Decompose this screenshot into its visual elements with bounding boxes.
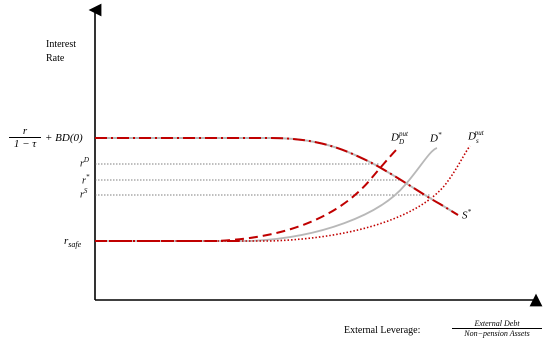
tick-rD-base: r: [80, 158, 84, 170]
label-D-star-base: D: [430, 132, 438, 145]
y-axis-title-line1: Interest: [46, 39, 76, 50]
label-D-D-put-base: D: [391, 131, 399, 144]
x-axis-title-prefix: External Leverage:: [344, 325, 421, 336]
label-D-s-put-base: D: [468, 130, 476, 143]
tick-rsafe-sub: safe: [68, 240, 82, 250]
tick-rsafe: rsafe: [64, 235, 81, 250]
label-D-star: D*: [430, 131, 442, 145]
x-axis-title: External Leverage: External Debt Non−pen…: [344, 317, 544, 347]
tick-rD: rD: [80, 156, 89, 170]
label-S-star-sup: *: [467, 208, 472, 216]
y-axis-title: Interest Rate: [46, 39, 76, 64]
label-D-s-put: Dsput: [468, 129, 488, 146]
y-axis-title-line2: Rate: [46, 53, 65, 64]
label-D-s-put-sup: put: [474, 129, 484, 137]
tick-top-den: 1 − τ: [13, 138, 37, 150]
tick-rS-sup: S: [83, 187, 88, 195]
tick-top-suffix: + BD(0): [45, 132, 83, 144]
curve-D-D-put: [95, 147, 399, 242]
x-axis-fraction-num: External Debt: [452, 319, 542, 329]
tick-top-num: r: [9, 125, 41, 138]
tick-rD-sup: D: [83, 156, 89, 164]
tick-top-fraction: r 1 − τ: [9, 125, 41, 150]
label-D-D-put-sub: D: [398, 137, 405, 146]
label-D-s-put-sub: s: [475, 136, 479, 145]
tick-rS: rS: [80, 187, 88, 201]
label-S-star-base: S: [462, 209, 468, 222]
tick-rstar-sup: *: [85, 173, 90, 181]
curve-S-star: [95, 137, 459, 216]
label-D-D-put: DDput: [391, 130, 413, 147]
curve-D-star: [95, 147, 438, 242]
x-axis-fraction-den: Non−pension Assets: [464, 329, 530, 338]
curve-S-star-base: [95, 137, 459, 216]
tick-rstar-base: r: [82, 175, 86, 187]
curve-D-s-put: [95, 145, 471, 242]
tick-rsafe-base: r: [64, 235, 69, 247]
label-S-star: S*: [462, 208, 472, 222]
tick-rS-base: r: [80, 189, 84, 201]
tick-rstar: r*: [82, 173, 90, 187]
label-D-D-put-sup: put: [399, 130, 408, 138]
label-D-star-sup: *: [437, 131, 442, 139]
x-axis-fraction: External Debt Non−pension Assets: [452, 319, 542, 338]
